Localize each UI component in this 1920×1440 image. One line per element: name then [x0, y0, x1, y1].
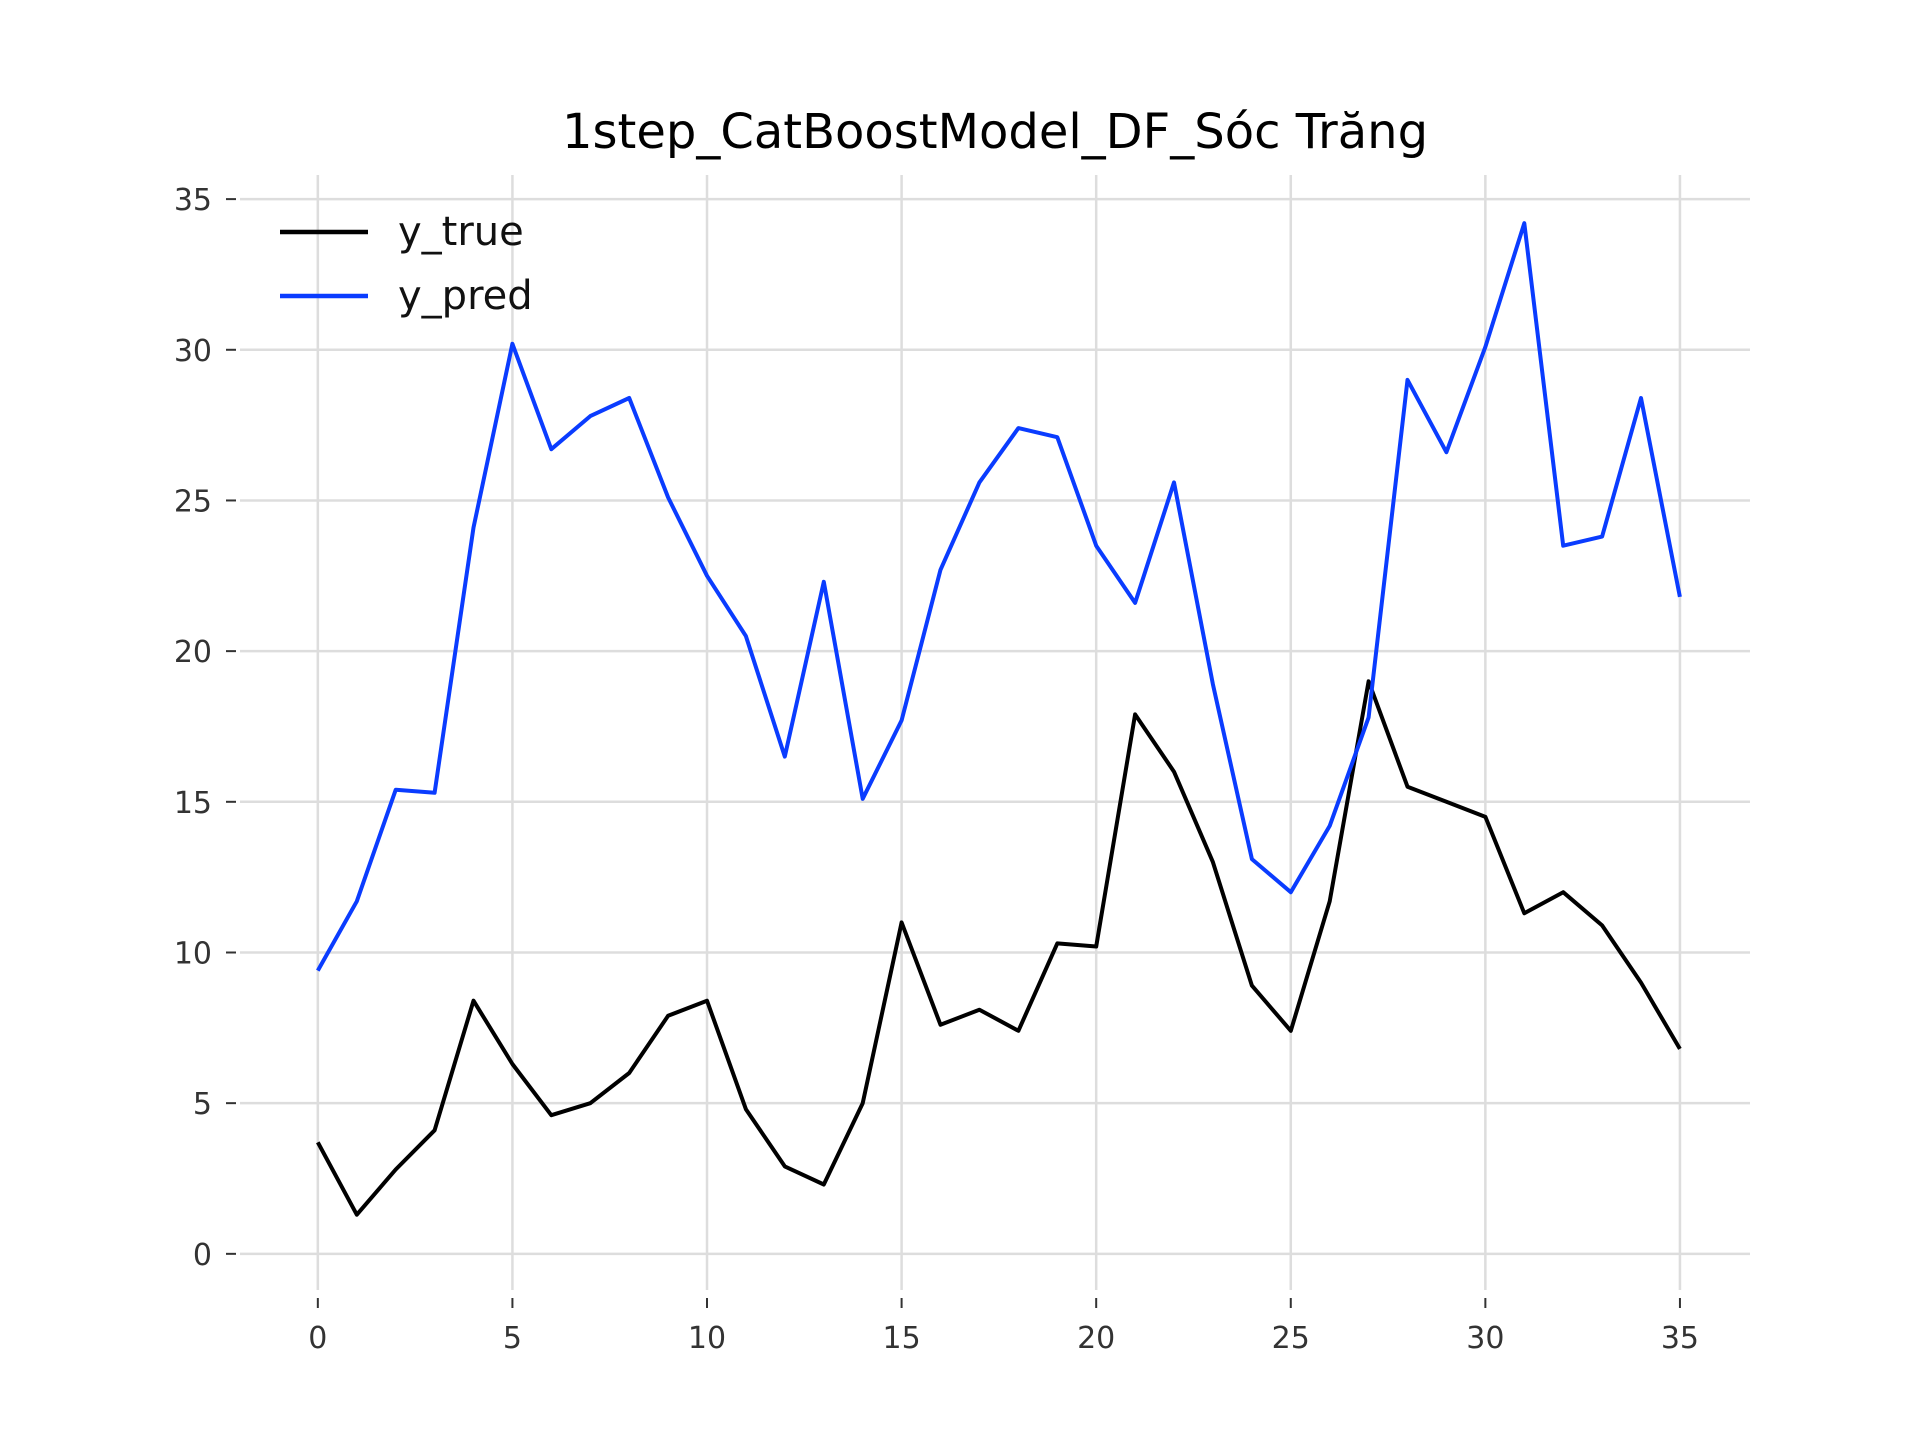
- x-tick-label: 5: [503, 1321, 522, 1356]
- series-line-y-pred: [316, 221, 1682, 972]
- series-lines: [316, 221, 1682, 1217]
- y-tick-label: 30: [174, 334, 212, 369]
- legend: y_true y_pred: [280, 209, 533, 319]
- x-tick-label: 30: [1466, 1321, 1504, 1356]
- y-tick-label: 10: [174, 936, 212, 971]
- y-tick-label: 20: [174, 635, 212, 670]
- y-tick-label: 5: [193, 1087, 212, 1122]
- x-tick-label: 10: [688, 1321, 726, 1356]
- x-tick-label: 35: [1661, 1321, 1699, 1356]
- legend-label-y-true: y_true: [398, 209, 524, 255]
- x-tick-label: 15: [883, 1321, 921, 1356]
- series-line-y-true: [316, 679, 1682, 1217]
- y-tick-label: 35: [174, 183, 212, 218]
- y-tick-label: 25: [174, 484, 212, 519]
- y-tick-label: 15: [174, 786, 212, 821]
- axes: 0 5 10 15 20 25 30 35 0 5 10 15 20 25 30 35: [174, 183, 1699, 1356]
- x-tick-label: 0: [308, 1321, 327, 1356]
- x-tick-label: 20: [1077, 1321, 1115, 1356]
- legend-label-y-pred: y_pred: [398, 273, 533, 319]
- x-tick-label: 25: [1272, 1321, 1310, 1356]
- chart-title: 1step_CatBoostModel_DF_Sóc Trăng: [562, 104, 1428, 160]
- y-tick-label: 0: [193, 1238, 212, 1273]
- grid: [240, 175, 1750, 1290]
